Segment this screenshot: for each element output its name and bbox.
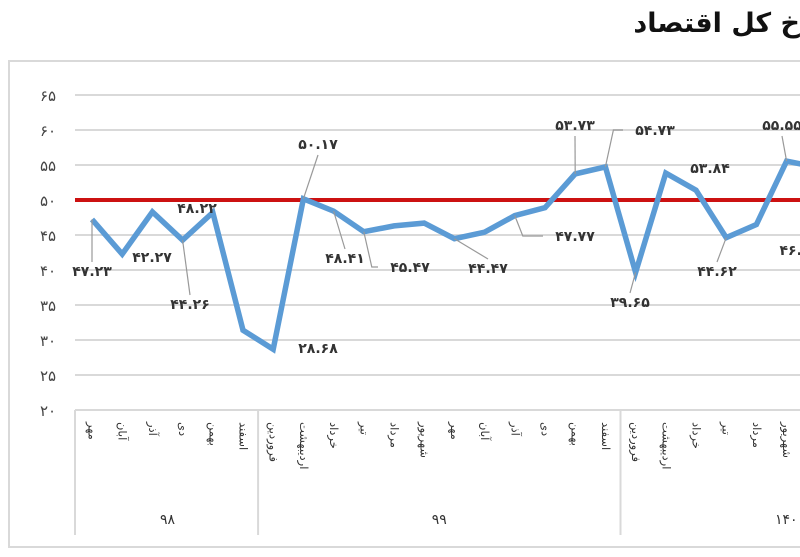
label-leader bbox=[604, 129, 623, 168]
label-leader bbox=[454, 238, 489, 260]
data-label: ۴۲.۲۷ bbox=[132, 250, 172, 266]
y-tick-label: ۴۰ bbox=[40, 262, 56, 280]
x-tick-label: اردیبهشت bbox=[658, 422, 673, 469]
x-tick-label: مهر bbox=[447, 421, 462, 440]
x-tick-label: مرداد bbox=[387, 422, 402, 448]
data-label: ۴۴.۶۲ bbox=[697, 264, 737, 280]
x-tick-label: فروردین bbox=[266, 422, 281, 462]
x-tick-label: فروردین bbox=[628, 422, 643, 462]
data-label: ۴۶.۵ bbox=[780, 243, 800, 259]
y-tick-label: ۶۰ bbox=[40, 122, 56, 140]
data-label: ۴۸.۲۲ bbox=[177, 201, 217, 217]
data-label: ۴۷.۷۷ bbox=[555, 229, 595, 245]
x-tick-label: اسفند bbox=[237, 422, 251, 450]
data-label: ۲۸.۶۸ bbox=[298, 341, 338, 357]
group-label: ۹۹ bbox=[432, 512, 447, 528]
label-leader bbox=[363, 231, 378, 268]
data-label: ۴۷.۲۳ bbox=[72, 264, 112, 280]
x-tick-label: شهریور bbox=[417, 421, 432, 458]
x-tick-label: آذر bbox=[145, 421, 160, 437]
x-tick-label: آذر bbox=[507, 421, 522, 437]
x-tick-label: اسفند bbox=[599, 422, 613, 450]
x-tick-label: شهریور bbox=[779, 421, 794, 458]
group-label: ۱۴۰۰ bbox=[775, 512, 800, 528]
data-label: ۵۰.۱۷ bbox=[298, 137, 338, 153]
x-tick-label: آبان bbox=[116, 422, 130, 441]
data-label: ۳۹.۶۵ bbox=[610, 295, 650, 311]
label-leader bbox=[182, 240, 191, 296]
label-leader bbox=[302, 154, 319, 199]
label-leader bbox=[514, 215, 543, 237]
data-label: ۵۳.۸۴ bbox=[690, 161, 730, 177]
label-leader bbox=[781, 135, 788, 162]
x-tick-label: مهر bbox=[85, 421, 100, 440]
y-tick-label: ۵۰ bbox=[40, 192, 56, 210]
x-tick-label: آبان bbox=[478, 422, 492, 441]
group-label: ۹۸ bbox=[160, 512, 176, 528]
chart-frame bbox=[8, 60, 800, 548]
data-label: ۴۴.۲۶ bbox=[170, 297, 210, 313]
label-leader bbox=[629, 272, 637, 294]
data-label: ۵۵.۵۵ bbox=[762, 118, 800, 134]
x-tick-label: دی bbox=[176, 422, 190, 436]
x-tick-label: تیر bbox=[719, 421, 734, 435]
x-tick-label: خرداد bbox=[326, 422, 341, 449]
x-tick-label: اردیبهشت bbox=[296, 422, 311, 469]
data-label: ۴۴.۴۷ bbox=[468, 261, 508, 277]
y-tick-label: ۴۵ bbox=[40, 227, 56, 245]
x-tick-label: خرداد bbox=[689, 422, 704, 449]
data-label: ۴۸.۴۱ bbox=[325, 251, 365, 267]
y-tick-label: ۲۰ bbox=[40, 402, 56, 420]
series-line bbox=[89, 158, 800, 354]
data-label: ۵۳.۷۳ bbox=[555, 118, 595, 134]
x-tick-label: بهمن bbox=[568, 422, 583, 446]
label-leader bbox=[716, 237, 727, 263]
x-tick-label: بهمن bbox=[205, 422, 220, 446]
data-label: ۵۴.۷۳ bbox=[635, 123, 675, 139]
y-tick-label: ۵۵ bbox=[40, 157, 56, 175]
x-tick-label: تیر bbox=[356, 421, 371, 435]
x-tick-label: دی bbox=[539, 422, 553, 436]
data-label: ۴۵.۴۷ bbox=[390, 260, 430, 276]
x-tick-label: مرداد bbox=[749, 422, 764, 448]
chart-title: خ کل اقتصاد bbox=[633, 8, 800, 39]
y-tick-label: ۶۵ bbox=[40, 87, 56, 105]
y-tick-label: ۳۰ bbox=[40, 332, 56, 350]
y-tick-label: ۲۵ bbox=[40, 367, 56, 385]
label-leader bbox=[333, 210, 346, 250]
y-tick-label: ۳۵ bbox=[40, 297, 56, 315]
